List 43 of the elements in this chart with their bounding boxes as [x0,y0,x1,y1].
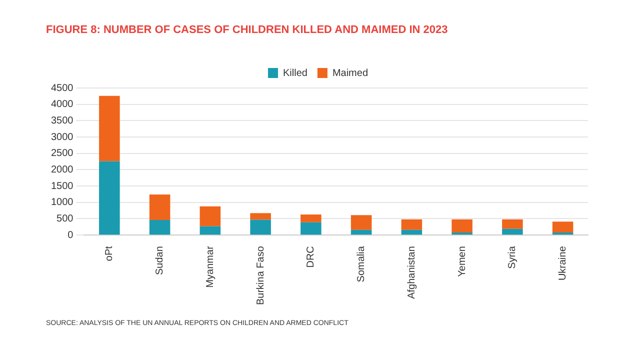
legend-label: Maimed [332,68,368,79]
x-tick-label: Burkina Faso [255,246,266,306]
bar [200,206,221,226]
bar [350,230,372,235]
bar [250,213,271,220]
bar [149,194,170,220]
bar [452,219,472,232]
x-tick-label: Myanmar [204,245,216,288]
y-tick-label: 4000 [50,99,74,110]
y-tick-label: 0 [68,230,74,241]
bar [350,215,372,230]
x-tick-label: DRC [306,246,317,268]
y-tick-label: 1000 [50,197,74,208]
bar [200,226,221,235]
x-tick-label: Syria [507,246,518,269]
y-tick-label: 1500 [50,180,74,192]
bar [552,232,574,235]
chart-title: FIGURE 8: NUMBER OF CASES OF CHILDREN KILLED AND MAIMED IN 2023 [46,24,448,36]
bar [502,228,523,235]
bar [401,230,422,235]
bar [452,232,472,235]
bar [149,220,170,235]
bar [300,222,322,235]
bar [552,222,574,232]
y-tick-label: 2500 [50,148,74,160]
bar [502,219,523,229]
x-tick-label: Ukraine [558,246,569,281]
x-tick-label: Yemen [456,246,468,277]
x-tick-label: Afghanistan [406,246,418,299]
bar [250,220,271,235]
bar [401,219,422,230]
bar [99,161,120,235]
x-tick-label: Somalia [356,246,368,282]
y-tick-label: 3500 [50,115,74,126]
bar [300,214,322,222]
y-tick-label: 500 [56,213,74,224]
legend-label: Killed [282,68,308,79]
y-tick-label: 4500 [50,82,74,94]
y-tick-label: 2000 [50,164,74,176]
bar [99,96,120,162]
x-tick-label: Sudan [154,246,166,276]
y-tick-label: 3000 [50,132,74,143]
x-tick-label: oPt [104,246,116,262]
